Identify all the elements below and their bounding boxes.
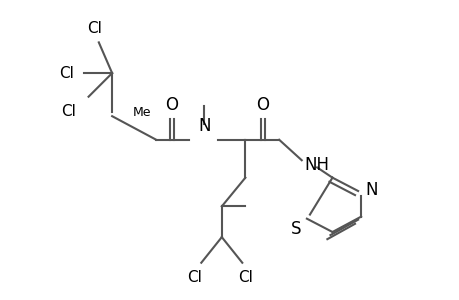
Text: O: O xyxy=(256,96,269,114)
Text: N: N xyxy=(364,181,377,199)
Text: Cl: Cl xyxy=(61,104,76,119)
Text: Cl: Cl xyxy=(186,270,201,285)
Text: N: N xyxy=(198,117,210,135)
Text: O: O xyxy=(165,96,178,114)
Text: NH: NH xyxy=(304,156,329,174)
Text: Cl: Cl xyxy=(59,66,74,81)
Text: Cl: Cl xyxy=(237,270,252,285)
Text: Me: Me xyxy=(132,106,151,118)
Text: S: S xyxy=(291,220,301,238)
Text: Cl: Cl xyxy=(87,21,102,36)
